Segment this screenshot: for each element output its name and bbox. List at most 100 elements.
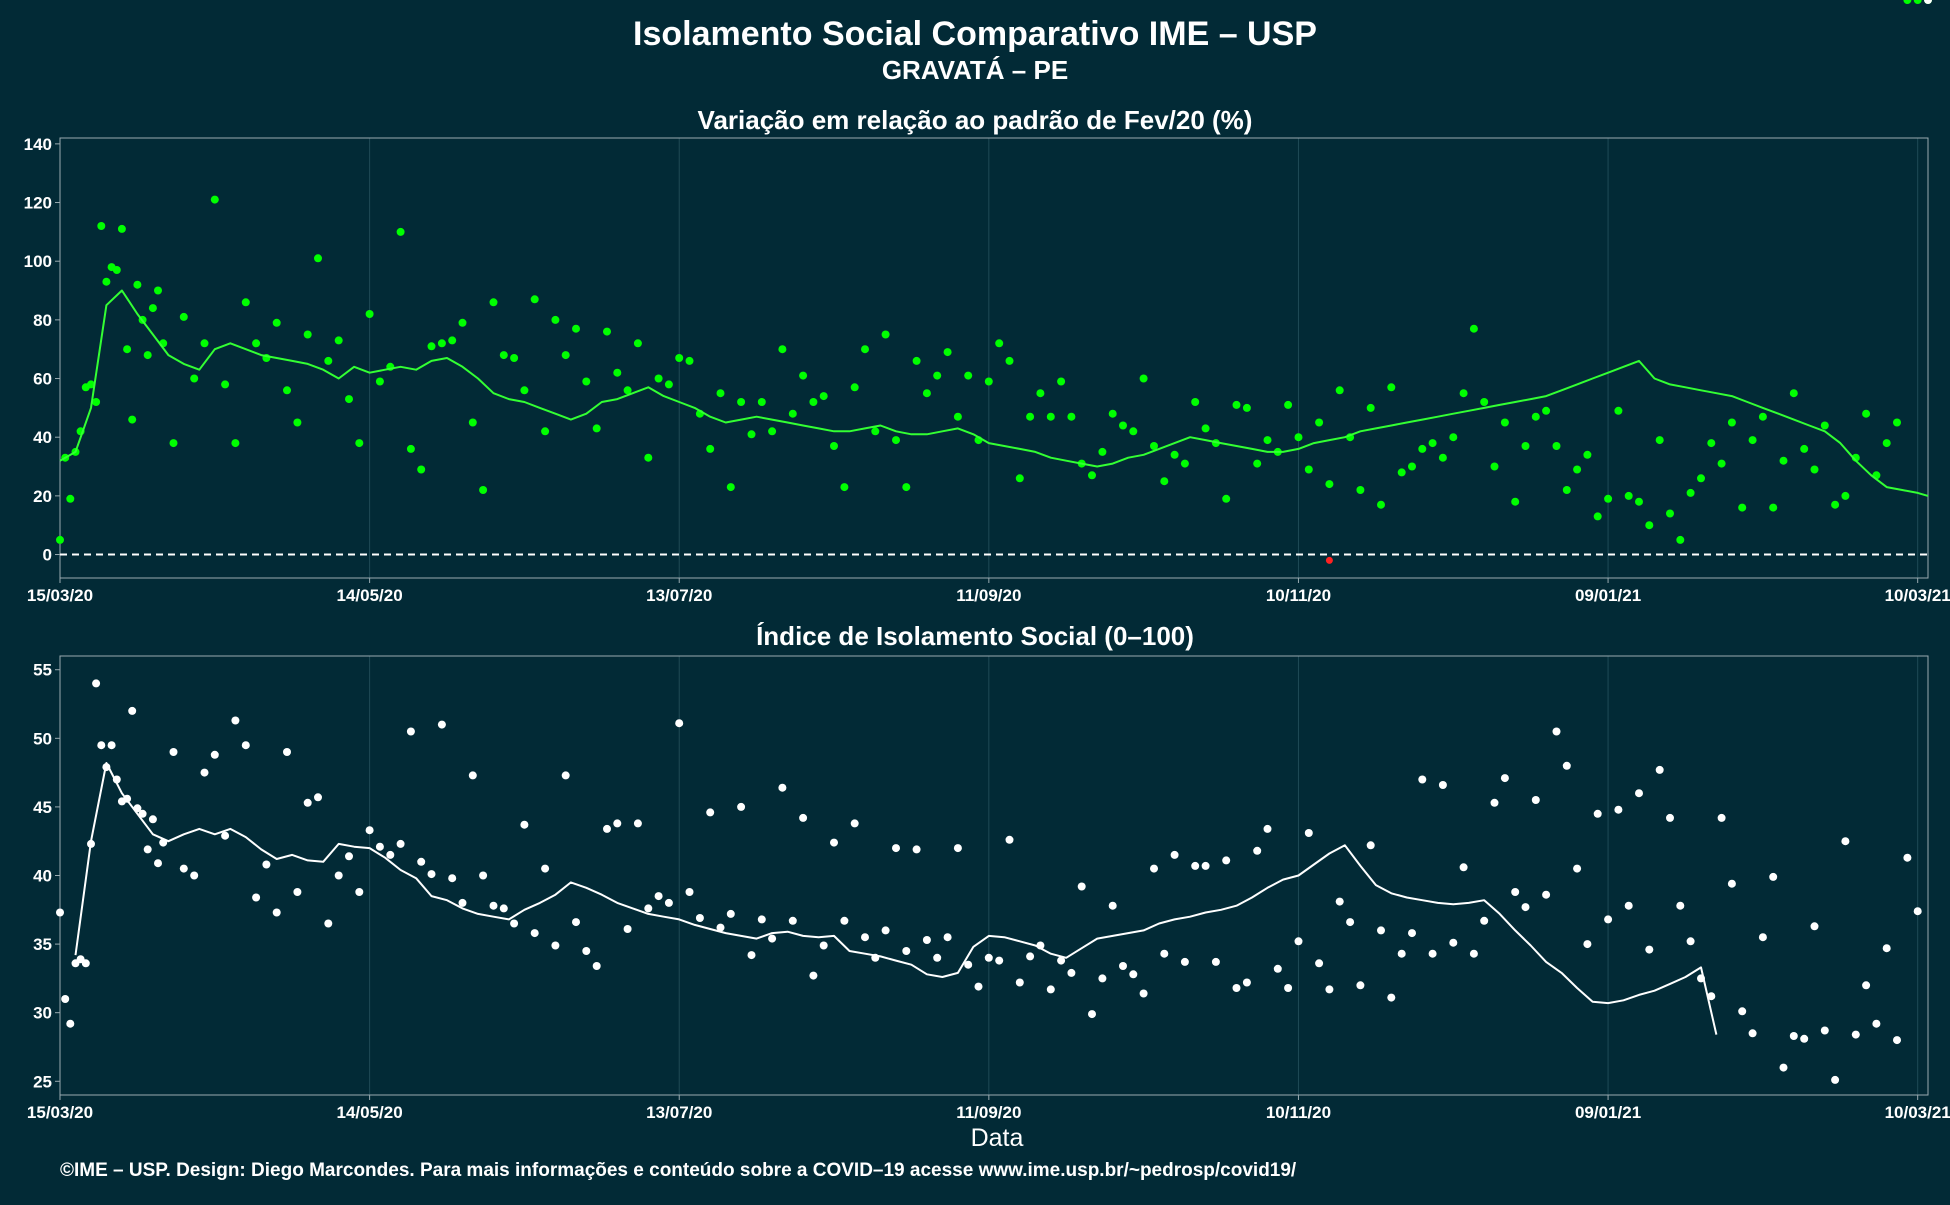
data-point (190, 871, 199, 880)
data-point (561, 771, 570, 780)
data-point (1191, 861, 1200, 870)
data-point (324, 919, 333, 928)
data-point (154, 286, 162, 295)
data-point (623, 386, 632, 395)
moving-average-line (74, 762, 1718, 1035)
data-point (902, 483, 911, 492)
data-point (97, 222, 106, 230)
data-point (386, 850, 395, 859)
data-point (747, 430, 756, 439)
data-point (902, 947, 911, 955)
y-tick-label: 120 (24, 194, 52, 213)
data-point (1408, 462, 1416, 471)
data-point (1315, 959, 1324, 968)
data-point (283, 386, 291, 395)
data-point (922, 936, 931, 944)
data-point (964, 960, 973, 969)
data-point (1686, 488, 1695, 497)
data-point (1284, 400, 1293, 409)
data-point (1315, 418, 1324, 427)
data-point (1170, 850, 1179, 859)
data-point (1067, 968, 1076, 977)
data-point (1346, 918, 1355, 927)
data-point (633, 819, 642, 828)
data-point (1593, 809, 1602, 818)
x-axis-label: Data (971, 1124, 1024, 1152)
y-tick-label: 140 (24, 135, 52, 154)
x-tick-label: 09/01/21 (1575, 586, 1641, 605)
data-point (1160, 477, 1169, 486)
data-point (1284, 984, 1293, 992)
data-point (1624, 901, 1633, 910)
y-tick-label: 50 (33, 729, 52, 748)
data-point (1748, 1029, 1757, 1038)
data-point (1820, 1026, 1829, 1035)
data-point (1377, 500, 1385, 509)
data-point (468, 771, 477, 780)
data-point (706, 444, 715, 453)
data-point (1810, 465, 1819, 474)
data-point (551, 941, 560, 950)
data-point (510, 919, 519, 928)
data-point (1015, 474, 1024, 483)
data-point (117, 224, 126, 233)
data-point (1893, 1036, 1901, 1045)
x-tick-label: 14/05/20 (337, 586, 403, 605)
data-point (1428, 439, 1437, 448)
x-tick-label: 13/07/20 (646, 586, 712, 605)
data-point (1882, 944, 1891, 953)
data-point (1191, 398, 1200, 406)
data-point (757, 398, 766, 406)
bottom-panel: 15/03/20 14/05/20 13/07/20 11/09/20 10/11/20… (27, 0, 1950, 1122)
data-point (623, 925, 632, 933)
data-point (582, 377, 591, 386)
data-point (1015, 978, 1024, 987)
data-point (1779, 456, 1788, 465)
data-point (396, 227, 405, 236)
data-point (128, 415, 137, 424)
data-point (1263, 436, 1272, 445)
data-point (1026, 412, 1035, 421)
data-point (1077, 882, 1086, 891)
data-point (324, 356, 333, 365)
data-point (871, 427, 880, 436)
data-point (675, 719, 684, 728)
data-point (66, 494, 75, 503)
data-point (123, 345, 132, 354)
data-point (1624, 491, 1633, 500)
data-point (1913, 0, 1922, 4)
credit-footer: ©IME – USP. Design: Diego Marcondes. Par… (60, 1160, 1297, 1181)
data-point (1232, 984, 1241, 992)
data-point (1294, 433, 1303, 442)
data-point (479, 871, 488, 880)
data-point (1635, 497, 1643, 506)
data-point (365, 826, 374, 835)
data-point (933, 371, 942, 380)
data-point (355, 439, 364, 448)
data-point (1851, 1030, 1860, 1039)
data-point (1593, 512, 1602, 521)
data-point (468, 418, 477, 427)
data-point (757, 915, 766, 924)
data-point (1769, 872, 1778, 881)
y-tick-label: 30 (33, 1004, 52, 1023)
data-point (892, 844, 900, 853)
data-point (1211, 957, 1220, 966)
y-tick-label: 60 (33, 370, 52, 389)
data-point (241, 741, 250, 750)
data-point (1552, 442, 1561, 450)
data-point (1531, 412, 1540, 421)
data-point (1635, 789, 1643, 798)
data-point (1108, 901, 1117, 910)
data-point (1645, 521, 1654, 530)
data-point (1676, 901, 1685, 910)
data-point (1655, 436, 1664, 445)
data-point (314, 793, 322, 802)
data-point (778, 783, 787, 792)
data-point (510, 354, 519, 362)
data-point (1614, 406, 1623, 415)
data-point (252, 339, 261, 348)
y-tick-label: 0 (43, 546, 52, 565)
data-point (1480, 398, 1489, 406)
y-tick-label: 25 (33, 1072, 52, 1091)
